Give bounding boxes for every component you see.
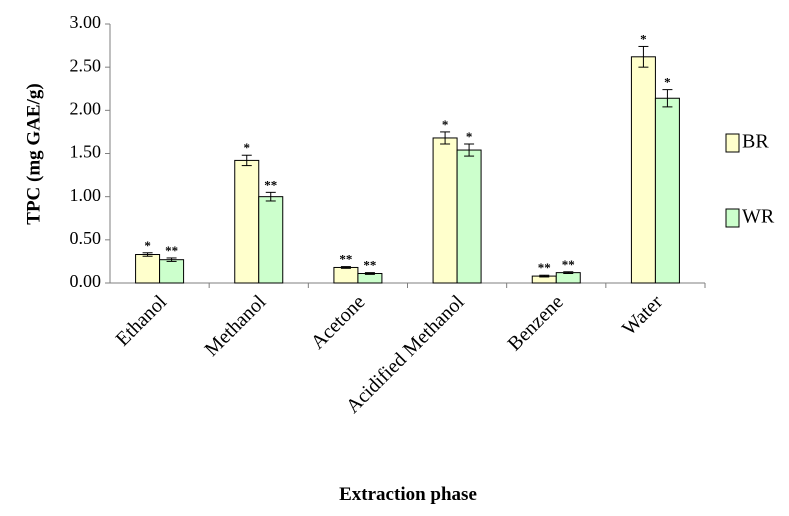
significance-label: * — [144, 238, 151, 253]
y-tick-label: 0.00 — [70, 271, 102, 291]
y-tick-label: 3.00 — [70, 12, 102, 32]
significance-label: ** — [339, 252, 352, 267]
x-category-label: Methanol — [201, 291, 271, 361]
axes-group — [105, 23, 706, 288]
significance-label: ** — [264, 177, 277, 192]
x-category-label: Water — [618, 291, 667, 340]
x-category-label: Acetone — [307, 291, 370, 354]
bar-wr-5 — [654, 97, 680, 284]
y-tick-label: 0.50 — [70, 228, 102, 248]
significance-label: * — [466, 129, 473, 144]
significance-label: ** — [562, 257, 575, 272]
bar-wr-3 — [456, 149, 482, 284]
bar-wr-0 — [159, 259, 185, 284]
significance-label: * — [640, 31, 647, 46]
bar-wr-4 — [555, 272, 581, 284]
bar-wr-1 — [258, 196, 284, 284]
y-axis-title: TPC (mg GAE/g) — [23, 83, 44, 224]
x-category-label: Benzene — [504, 291, 568, 355]
y-tick-label: 1.00 — [70, 185, 102, 205]
significance-label: ** — [363, 258, 376, 273]
bar-br-3 — [432, 137, 458, 284]
significance-label: ** — [538, 260, 551, 275]
bar-br-0 — [135, 254, 161, 284]
significance-label: * — [442, 117, 449, 132]
x-category-label: Ethanol — [112, 291, 172, 351]
y-tick-label: 2.00 — [70, 98, 102, 118]
legend-swatch-br — [725, 133, 740, 153]
x-axis-title: Extraction phase — [339, 484, 477, 505]
bar-br-5 — [630, 56, 656, 284]
legend-group: BR WR — [725, 131, 775, 228]
bar-wr-2 — [357, 273, 383, 284]
significance-label: * — [244, 140, 251, 155]
y-tick-label: 2.50 — [70, 55, 102, 75]
labels-group: 0.000.501.001.502.002.503.00* **Ethanol**… — [70, 12, 671, 418]
legend-label-br: BR — [742, 131, 769, 153]
legend-swatch-wr — [725, 208, 740, 228]
significance-label: ** — [165, 243, 178, 258]
bar-br-2 — [333, 266, 359, 284]
bar-br-1 — [234, 159, 260, 284]
significance-label: * — [664, 75, 671, 90]
bars-group — [135, 45, 680, 284]
legend-label-wr: WR — [742, 206, 775, 228]
y-tick-label: 1.50 — [70, 142, 102, 162]
